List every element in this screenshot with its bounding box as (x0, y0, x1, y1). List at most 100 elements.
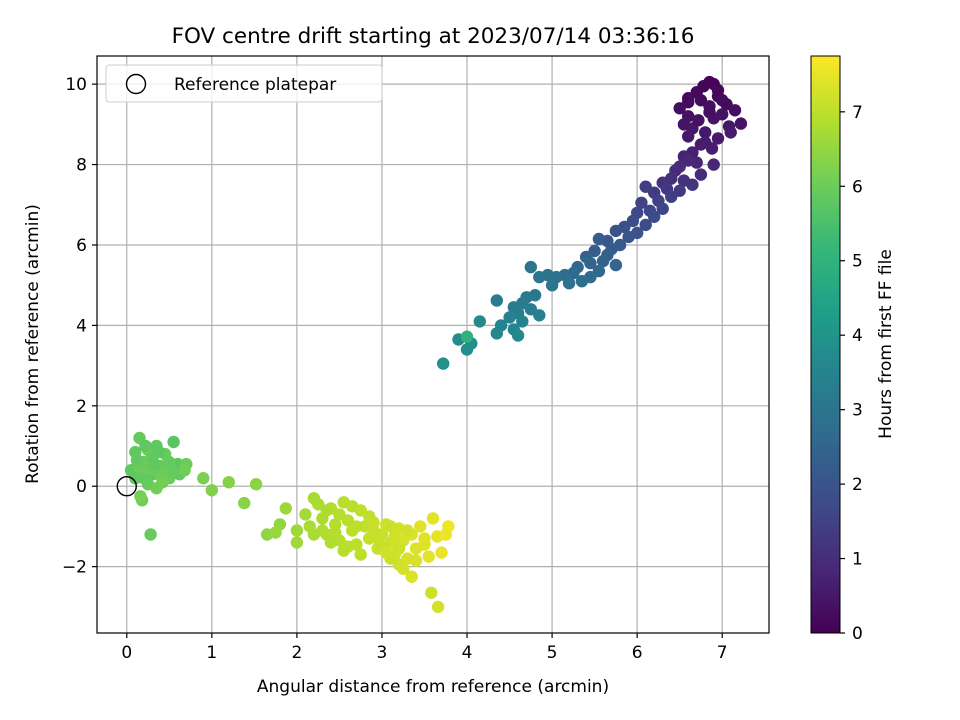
scatter-point (279, 502, 292, 515)
y-tick-label: 10 (65, 75, 87, 95)
scatter-point (418, 532, 431, 545)
scatter-point (562, 277, 576, 290)
scatter-point (682, 154, 695, 167)
scatter-point (167, 466, 180, 479)
colorbar-ticks: 0 1 2 3 4 5 6 7 (840, 103, 863, 644)
scatter-point (686, 178, 699, 191)
grid (97, 56, 769, 633)
scatter-point (639, 218, 652, 232)
scatter-point (699, 126, 712, 139)
scatter-point (346, 500, 359, 513)
legend-marker-open-circle (125, 73, 147, 95)
scatter-point (130, 453, 144, 467)
y-axis-label: Rotation from reference (arcmin) (23, 204, 43, 484)
scatter-point (639, 180, 652, 193)
y-tick-label: −2 (62, 558, 87, 578)
scatter-point (431, 600, 445, 614)
scatter-point (511, 329, 525, 342)
y-axis-ticks: −2 0 2 4 6 8 10 (62, 75, 97, 578)
y-tick-label: 2 (76, 397, 87, 417)
scatter-point (392, 542, 406, 555)
scatter-point (205, 484, 218, 497)
scatter-point (163, 455, 176, 469)
scatter-point (596, 254, 610, 268)
scatter-point (692, 114, 705, 127)
scatter-point (425, 586, 438, 599)
scatter-point (435, 546, 448, 559)
scatter-point (437, 357, 450, 370)
scatter-point (269, 526, 282, 539)
scatter-point (734, 117, 748, 130)
scatter-point (290, 536, 304, 549)
scatter-point (460, 343, 474, 356)
colorbar-tick-label: 2 (852, 475, 863, 495)
scatter-point (609, 224, 623, 238)
scatter-point (422, 550, 435, 563)
scatter-point (167, 435, 180, 449)
x-tick-label: 5 (547, 643, 558, 663)
x-tick-label: 3 (377, 643, 388, 663)
scatter-point (222, 476, 235, 489)
scatter-point (516, 315, 529, 328)
scatter-point (490, 327, 503, 340)
scatter-point (384, 520, 397, 533)
scatter-point (682, 92, 695, 105)
scatter-point (545, 279, 559, 292)
scatter-point (139, 439, 152, 453)
scatter-point (324, 536, 338, 549)
scatter-point (592, 232, 606, 246)
scatter-point (524, 260, 537, 274)
colorbar-tick-label: 6 (852, 177, 863, 197)
colorbar-tick-label: 4 (852, 326, 863, 346)
scatter-point (622, 230, 635, 244)
scatter-point (354, 548, 367, 561)
scatter-point (249, 478, 263, 491)
scatter-point (533, 309, 546, 322)
scatter-point (158, 466, 172, 479)
scatter-point (490, 294, 503, 307)
scatter-point (350, 520, 363, 533)
scatter-point (156, 476, 169, 489)
x-tick-label: 6 (632, 643, 643, 663)
scatter-point (367, 524, 380, 537)
scatter-point (329, 526, 342, 539)
scatter-point (152, 445, 166, 459)
scatter-point (333, 508, 346, 521)
plot-frame (96, 55, 770, 634)
y-tick-label: 8 (76, 156, 87, 176)
x-tick-label: 0 (121, 643, 132, 663)
scatter-point (584, 256, 597, 270)
reference-platepar-marker (116, 476, 137, 497)
scatter-point (178, 464, 191, 477)
scatter-point (694, 168, 708, 181)
scatter-point (307, 528, 321, 541)
scatter-point (682, 130, 695, 143)
colorbar-tick-label: 7 (852, 103, 863, 123)
colorbar-tick-label: 0 (852, 624, 863, 644)
y-tick-label: 4 (76, 316, 87, 336)
x-tick-label: 7 (717, 643, 728, 663)
colorbar-label: Hours from first FF file (876, 249, 896, 439)
scatter-point (439, 528, 452, 541)
scatter-point (363, 510, 376, 523)
scatter-point (707, 158, 720, 171)
colorbar-tick-label: 1 (852, 550, 863, 570)
scatter-point (703, 106, 716, 119)
scatter-point (635, 196, 648, 209)
scatter-point (238, 496, 251, 510)
scatter-point (401, 524, 414, 537)
scatter-point (473, 315, 486, 328)
scatter-point (665, 190, 678, 203)
scatter-point (405, 570, 418, 583)
scatter-point (699, 136, 712, 149)
scatter-point (197, 472, 210, 485)
scatter-point (694, 94, 708, 107)
colorbar-tick-label: 5 (852, 252, 863, 272)
scatter-point (656, 202, 669, 215)
scatter-point (337, 544, 350, 557)
scatter-point (129, 472, 142, 485)
x-axis-ticks: 0 1 2 3 4 5 6 7 (121, 633, 728, 663)
data-points (124, 75, 748, 614)
scatter-point (533, 270, 546, 284)
